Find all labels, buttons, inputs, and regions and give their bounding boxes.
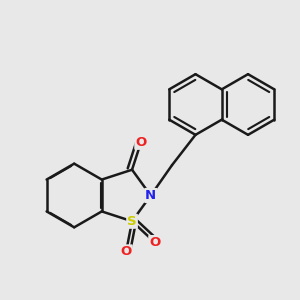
Text: O: O xyxy=(120,245,132,258)
Text: O: O xyxy=(149,236,161,249)
Text: N: N xyxy=(145,189,156,202)
Text: S: S xyxy=(127,215,137,228)
Text: O: O xyxy=(135,136,147,149)
